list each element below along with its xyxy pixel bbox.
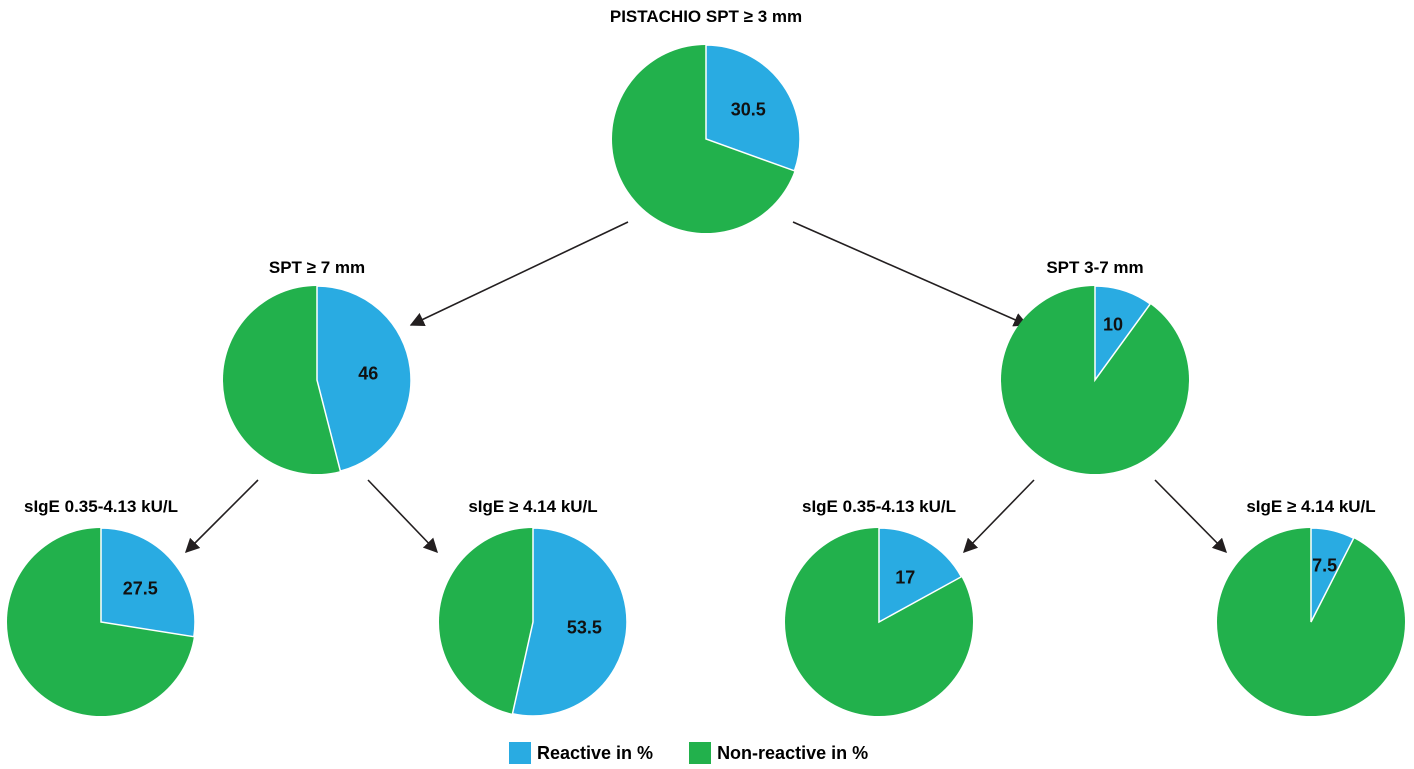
pie-title-spt37_low: sIgE 0.35-4.13 kU/L	[802, 497, 956, 516]
pie-slice-reactive	[511, 527, 628, 717]
pie-spt7: 46	[223, 285, 412, 474]
pie-slice-reactive	[100, 527, 196, 638]
arrow-root-to-spt7	[409, 221, 629, 326]
pie-title-spt7_high: sIgE ≥ 4.14 kU/L	[468, 497, 597, 516]
pie-slice-reactive	[705, 44, 801, 172]
pie-title-spt37_high: sIgE ≥ 4.14 kU/L	[1246, 497, 1375, 516]
arrow-spt7-to-low	[184, 479, 259, 554]
slice-value-label: 17	[895, 568, 915, 588]
pie-title-root: PISTACHIO SPT ≥ 3 mm	[610, 7, 802, 26]
pies-layer: 30.5 46 10 27.5 53.5 17 7.5	[7, 44, 1405, 717]
slice-value-label: 46	[358, 364, 378, 384]
pie-slice-reactive	[878, 527, 963, 624]
legend-label-non-reactive: Non-reactive in %	[717, 742, 869, 763]
pie-spt7_low: 27.5	[7, 527, 196, 716]
arrow-spt7-to-high	[367, 479, 438, 554]
legend: Reactive in % Non-reactive in %	[509, 742, 868, 764]
slice-value-label: 30.5	[731, 99, 766, 119]
pie-slice-reactive	[1310, 527, 1355, 623]
slice-value-label: 7.5	[1312, 555, 1337, 575]
pie-spt7_high: 53.5	[439, 527, 628, 717]
pie-spt37_low: 17	[785, 527, 973, 716]
titles-layer: PISTACHIO SPT ≥ 3 mm SPT ≥ 7 mm SPT 3-7 mm…	[24, 7, 1376, 516]
pie-title-spt7_low: sIgE 0.35-4.13 kU/L	[24, 497, 178, 516]
pie-title-spt37: SPT 3-7 mm	[1046, 258, 1143, 277]
legend-item-non-reactive: Non-reactive in %	[689, 742, 868, 764]
slice-value-label: 53.5	[567, 618, 602, 638]
arrow-spt37-to-high	[1154, 479, 1228, 554]
arrows-layer	[184, 221, 1228, 554]
legend-swatch-reactive	[509, 742, 531, 764]
pie-slice-reactive	[316, 285, 412, 472]
arrow-root-to-spt37	[792, 221, 1029, 327]
slice-value-label: 10	[1103, 315, 1123, 335]
legend-swatch-non-reactive	[689, 742, 712, 764]
legend-item-reactive: Reactive in %	[509, 742, 653, 764]
legend-label-reactive: Reactive in %	[537, 742, 654, 763]
arrow-spt37-to-low	[962, 479, 1035, 554]
pie-root: 30.5	[612, 44, 801, 233]
slice-value-label: 27.5	[123, 578, 158, 598]
pie-spt37_high: 7.5	[1217, 527, 1405, 716]
pie-spt37: 10	[1001, 285, 1189, 474]
pie-slice-reactive	[1094, 285, 1152, 383]
pie-title-spt7: SPT ≥ 7 mm	[269, 258, 365, 277]
